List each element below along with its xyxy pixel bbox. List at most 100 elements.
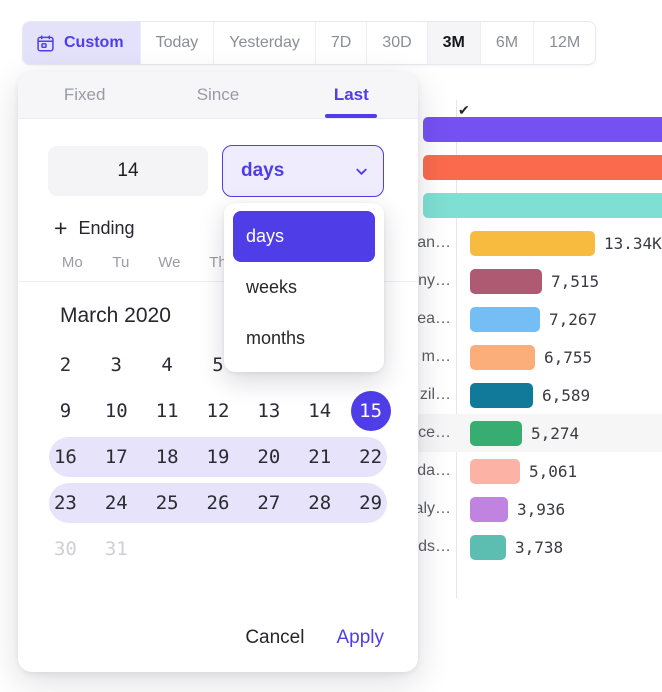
date-range-tabbar[interactable]: Custom Today Yesterday 7D 30D 3M 6M 12M [22, 21, 597, 65]
calendar-day-21[interactable]: 21 [294, 434, 345, 480]
chart-bar [470, 534, 506, 560]
chart-category-label: …m [421, 348, 451, 365]
calendar-day-11[interactable]: 11 [142, 388, 193, 434]
chart-bar [423, 192, 662, 218]
chart-bar-row[interactable]: …ds 3,738 [404, 528, 662, 566]
calendar-day-2[interactable]: 2 [40, 342, 91, 388]
calendar-day-label: 22 [359, 446, 383, 468]
calendar-day-9[interactable]: 9 [40, 388, 91, 434]
calendar-day-26[interactable]: 26 [193, 480, 244, 526]
calendar-day-12[interactable]: 12 [193, 388, 244, 434]
chart-bar-row[interactable]: …m 6,755 [404, 338, 662, 376]
chart-bar-wrap [411, 116, 662, 142]
calendar-day-28[interactable]: 28 [294, 480, 345, 526]
chart-bar-wrap: 7,267 [458, 306, 598, 332]
range-tab-6m[interactable]: 6M [480, 22, 535, 64]
chart-bar [470, 268, 542, 294]
calendar-day-31[interactable]: 31 [91, 526, 142, 572]
range-tab-6m-label: 6M [495, 34, 519, 51]
chart-bar-row[interactable]: …da 5,061 [404, 452, 662, 490]
chart-bar-row[interactable]: …ny 7,515 [404, 262, 662, 300]
range-tab-yesterday[interactable]: Yesterday [214, 22, 316, 64]
calendar-icon [36, 34, 55, 53]
calendar-day-label: 27 [257, 492, 281, 514]
range-tab-custom[interactable]: Custom [23, 22, 141, 64]
range-tab-3m[interactable]: 3M [427, 22, 481, 64]
range-tab-30d[interactable]: 30D [367, 22, 428, 64]
chart-bar-row[interactable]: …zil 6,589 [404, 376, 662, 414]
calendar-day-label: 17 [104, 446, 128, 468]
calendar-day-label: 13 [257, 400, 281, 422]
calendar-day-label: 28 [308, 492, 332, 514]
picker-tab-since[interactable]: Since [151, 72, 284, 118]
amount-input[interactable] [48, 146, 208, 196]
calendar-day-15[interactable]: 15 [345, 388, 396, 434]
calendar-day-16[interactable]: 16 [40, 434, 91, 480]
calendar-week-row: 23 24 25 26 27 28 29 [40, 480, 396, 526]
unit-select-wrap: days days weeks months [222, 145, 384, 372]
range-tab-today[interactable]: Today [140, 22, 215, 64]
chart-category-label: …zil [419, 386, 451, 403]
cancel-button[interactable]: Cancel [245, 627, 305, 648]
last-amount-row: days days weeks months [18, 119, 418, 372]
calendar-day-17[interactable]: 17 [91, 434, 142, 480]
picker-actions: Cancel Apply [18, 604, 418, 672]
picker-tab-last[interactable]: Last [285, 72, 418, 118]
calendar-day-5[interactable]: 5 [193, 342, 244, 388]
chart-bar-row[interactable]: …aly 3,936 [404, 490, 662, 528]
calendar-day-label: 30 [53, 538, 77, 560]
range-tab-7d[interactable]: 7D [315, 22, 368, 64]
calendar-day-3[interactable]: 3 [91, 342, 142, 388]
chart-bar-row[interactable]: …ce 5,274 [404, 414, 662, 452]
chart-category-label: …aly [414, 500, 451, 517]
calendar-day-20[interactable]: 20 [243, 434, 294, 480]
range-tab-7d-label: 7D [330, 34, 352, 51]
unit-option-months[interactable]: months [233, 313, 375, 364]
chart-bar-value: 7,515 [551, 271, 600, 291]
apply-button[interactable]: Apply [336, 627, 384, 648]
calendar-day-13[interactable]: 13 [243, 388, 294, 434]
chart-bar-wrap: 7,515 [458, 268, 600, 294]
chart-bar-row[interactable]: …na [404, 186, 662, 224]
add-ending-label: Ending [78, 218, 135, 238]
chart-bar-row[interactable]: …es [404, 110, 662, 148]
chart-category-label: …an [417, 234, 451, 251]
calendar-day-23[interactable]: 23 [40, 480, 91, 526]
picker-tabs[interactable]: Fixed Since Last [18, 72, 418, 119]
calendar-day-29[interactable]: 29 [345, 480, 396, 526]
chart-bar-wrap: 13.34K [458, 230, 662, 256]
chart-bar-row[interactable]: …an 13.34K [404, 224, 662, 262]
range-tab-30d-label: 30D [382, 34, 412, 51]
calendar-day-label: 23 [53, 492, 77, 514]
chart-bar [470, 344, 535, 370]
chart-bar-value: 7,267 [549, 309, 598, 329]
range-tab-12m[interactable]: 12M [534, 22, 596, 64]
unit-option-days[interactable]: days [233, 211, 375, 262]
add-ending-button[interactable]: + Ending [18, 197, 418, 240]
calendar-day-18[interactable]: 18 [142, 434, 193, 480]
calendar-day-10[interactable]: 10 [91, 388, 142, 434]
chart-category-label: …ce [418, 424, 451, 441]
calendar-day-25[interactable]: 25 [142, 480, 193, 526]
calendar-day-22[interactable]: 22 [345, 434, 396, 480]
picker-tab-fixed[interactable]: Fixed [18, 72, 151, 118]
calendar-day-19[interactable]: 19 [193, 434, 244, 480]
calendar-day-14[interactable]: 14 [294, 388, 345, 434]
calendar-day-label: 11 [155, 400, 179, 422]
unit-select[interactable]: days [222, 145, 384, 197]
calendar-day-24[interactable]: 24 [91, 480, 142, 526]
calendar-week-row: 16 17 18 19 20 21 22 [40, 434, 396, 480]
calendar-day-27[interactable]: 27 [243, 480, 294, 526]
chart-bar-row[interactable]: …ea 7,267 [404, 300, 662, 338]
calendar-day-30[interactable]: 30 [40, 526, 91, 572]
chart-bar [470, 420, 522, 446]
chart-bar-row[interactable]: …ed [404, 148, 662, 186]
chart-category-label: …da [417, 462, 451, 479]
unit-dropdown-menu[interactable]: days weeks months [224, 203, 384, 372]
unit-option-weeks[interactable]: weeks [233, 262, 375, 313]
chart-bar-wrap: 6,755 [458, 344, 592, 370]
range-tab-12m-label: 12M [549, 34, 581, 51]
calendar-day-4[interactable]: 4 [142, 342, 193, 388]
chart-bar-wrap: 3,936 [458, 496, 565, 522]
